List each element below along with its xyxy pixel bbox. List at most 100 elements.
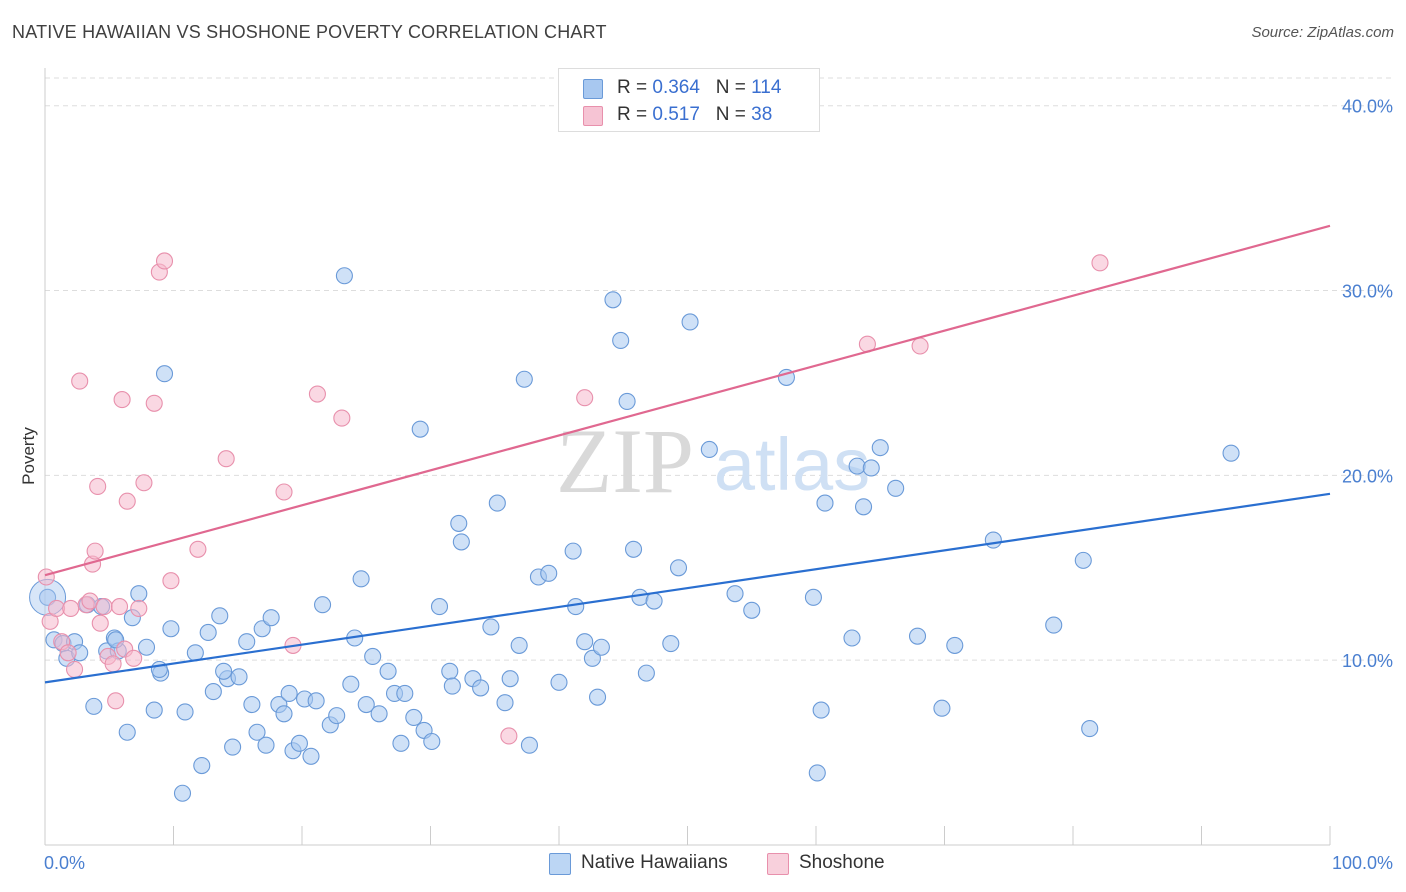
shoshone-point — [308, 385, 326, 403]
shoshone-point — [155, 252, 174, 270]
native-hawaiians-point — [342, 675, 360, 693]
native-hawaiians-point — [631, 588, 649, 606]
native-hawaiians-point — [441, 662, 459, 680]
legend-n-label: N = — [715, 77, 752, 98]
native-hawaiians-point — [669, 559, 688, 577]
native-hawaiians-point — [812, 701, 830, 719]
bottom-legend-swatch-shoshone — [767, 853, 789, 875]
native-hawaiians-point — [162, 620, 180, 638]
native-hawaiians-point — [199, 623, 217, 642]
series-native-hawaiians-points — [29, 267, 1240, 802]
shoshone-point — [59, 644, 77, 662]
native-hawaiians-point — [645, 592, 663, 610]
native-hawaiians-point — [472, 679, 490, 697]
native-hawaiians-point — [430, 598, 449, 616]
legend-n-value: 38 — [751, 104, 773, 125]
shoshone-point — [189, 540, 207, 558]
native-hawaiians-point — [946, 636, 964, 654]
native-hawaiians-point — [357, 695, 375, 714]
native-hawaiians-point — [843, 629, 861, 647]
native-hawaiians-point — [204, 683, 222, 701]
native-hawaiians-point — [588, 688, 607, 706]
native-hawaiians-point — [854, 498, 873, 516]
legend-n-value: 114 — [751, 77, 782, 98]
shoshone-point — [1091, 254, 1109, 272]
native-hawaiians-point — [230, 668, 248, 686]
shoshone-point — [104, 655, 122, 673]
legend-r-value: 0.364 — [652, 77, 700, 98]
shoshone-point — [125, 649, 143, 667]
native-hawaiians-point — [482, 618, 500, 636]
native-hawaiians-point — [1222, 444, 1240, 462]
native-hawaiians-point — [662, 634, 680, 653]
native-hawaiians-point — [173, 784, 192, 802]
native-hawaiians-point — [908, 627, 927, 645]
native-hawaiians-point — [848, 457, 866, 475]
native-hawaiians-point — [280, 684, 298, 702]
shoshone-point — [162, 572, 180, 590]
shoshone-point — [911, 337, 929, 355]
native-hawaiians-point — [624, 540, 643, 558]
axes — [44, 68, 1331, 846]
native-hawaiians-point — [243, 695, 261, 714]
native-hawaiians-point — [411, 420, 429, 438]
shoshone-point — [576, 389, 594, 407]
shoshone-point — [500, 727, 518, 745]
native-hawaiians-point — [405, 708, 423, 727]
native-hawaiians-point — [85, 697, 103, 715]
native-hawaiians-point — [583, 649, 601, 667]
shoshone-trend-line — [44, 224, 1331, 577]
series-shoshone-points — [37, 252, 1109, 745]
y-tick-label: 30.0% — [1342, 282, 1393, 302]
native-hawaiians-point — [257, 736, 275, 754]
legend-row-shoshone: R = 0.517 N = 38 — [583, 104, 772, 128]
native-hawaiians-point — [314, 596, 332, 614]
y-tick-label: 40.0% — [1342, 97, 1393, 117]
native-hawaiians-point — [816, 494, 834, 512]
native-hawaiians-point — [238, 633, 256, 651]
native-hawaiians-point — [862, 459, 880, 477]
shoshone-point — [95, 598, 113, 616]
native-hawaiians-point — [501, 670, 519, 688]
shoshone-point — [107, 692, 125, 710]
native-hawaiians-point — [700, 440, 718, 459]
shoshone-point — [71, 372, 89, 390]
native-hawaiians-point — [335, 267, 353, 285]
native-hawaiians-point — [253, 620, 271, 638]
native-hawaiians-point — [618, 392, 636, 410]
bottom-legend-swatch-native-hawaiians — [549, 853, 571, 875]
native-hawaiians-point — [576, 633, 594, 651]
native-hawaiians-point — [726, 585, 744, 603]
watermark-atlas: atlas — [714, 423, 870, 506]
native-hawaiians-point — [275, 705, 293, 723]
shoshone-point — [86, 542, 104, 560]
native-hawaiians-point — [352, 570, 370, 588]
native-hawaiians-point — [540, 564, 558, 582]
native-hawaiians-point — [637, 664, 655, 682]
native-hawaiians-point — [1081, 720, 1099, 738]
native-hawaiians-point — [307, 692, 325, 710]
native-hawaiians-point — [370, 705, 388, 723]
native-hawaiians-point — [496, 694, 514, 712]
native-hawaiians-point — [984, 531, 1002, 549]
native-hawaiians-point — [215, 662, 233, 680]
legend-r-value: 0.517 — [652, 104, 700, 125]
legend-r-label: R = — [617, 104, 653, 125]
shoshone-point — [130, 599, 148, 617]
native-hawaiians-point — [1074, 551, 1092, 569]
bottom-legend-label-shoshone: Shoshone — [799, 852, 885, 873]
bottom-legend-label-native-hawaiians: Native Hawaiians — [581, 852, 728, 873]
shoshone-point — [145, 394, 163, 412]
native-hawaiians-point — [118, 723, 136, 741]
source-credit: Source: ZipAtlas.com — [1251, 24, 1394, 41]
y-tick-label: 20.0% — [1342, 466, 1393, 486]
native-hawaiians-point — [176, 703, 194, 721]
native-hawaiians-point — [933, 699, 951, 717]
shoshone-point — [89, 477, 107, 496]
native-hawaiians-point — [290, 734, 308, 752]
shoshone-point — [62, 599, 80, 617]
shoshone-point — [113, 391, 131, 409]
native-hawaiians-point — [145, 701, 163, 719]
native-hawaiians-point — [871, 439, 889, 457]
